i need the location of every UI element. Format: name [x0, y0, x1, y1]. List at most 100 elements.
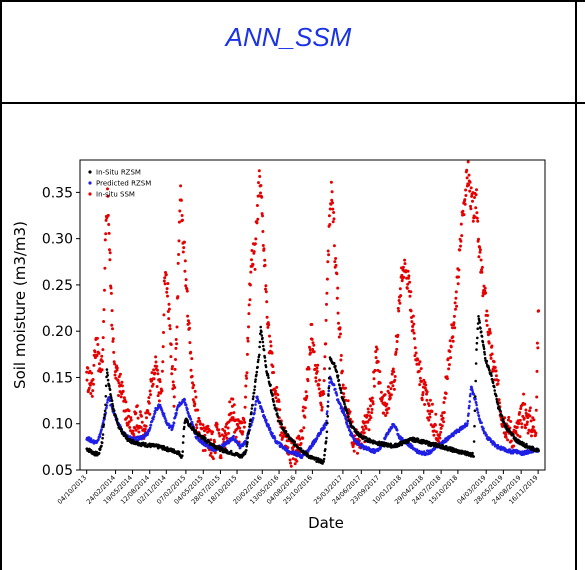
- data-point: [407, 274, 411, 278]
- data-point: [89, 437, 93, 440]
- data-point: [493, 366, 497, 369]
- data-point: [325, 419, 328, 423]
- data-point: [264, 359, 267, 363]
- data-point: [162, 313, 166, 317]
- data-point: [474, 395, 477, 398]
- data-point: [326, 400, 330, 404]
- data-point: [448, 339, 452, 343]
- data-point: [306, 379, 310, 383]
- data-point: [494, 369, 498, 373]
- data-point: [181, 250, 185, 254]
- data-point: [245, 449, 248, 452]
- data-point: [253, 385, 257, 388]
- data-point: [279, 433, 282, 437]
- data-point: [464, 188, 468, 192]
- data-point: [160, 407, 163, 410]
- data-point: [334, 387, 337, 391]
- data-point: [175, 411, 178, 415]
- data-point: [104, 403, 107, 407]
- data-point: [245, 371, 249, 375]
- data-point: [423, 403, 427, 406]
- data-point: [104, 232, 108, 236]
- data-point: [245, 376, 249, 380]
- data-point: [267, 424, 271, 427]
- data-point: [518, 411, 522, 414]
- data-point: [324, 448, 327, 451]
- data-point: [524, 408, 528, 412]
- data-point: [100, 441, 104, 445]
- data-point: [323, 426, 326, 430]
- data-point: [329, 357, 333, 361]
- data-point: [152, 415, 156, 418]
- data-point: [191, 386, 195, 390]
- data-point: [280, 423, 284, 426]
- data-point: [275, 412, 279, 415]
- data-point: [312, 343, 316, 347]
- data-point: [518, 418, 522, 422]
- data-point: [394, 350, 398, 354]
- data-point: [251, 416, 255, 420]
- data-point: [407, 276, 410, 280]
- data-point: [102, 425, 105, 429]
- data-point: [389, 393, 393, 397]
- data-point: [512, 444, 516, 448]
- data-point: [468, 394, 472, 398]
- data-point: [183, 240, 186, 244]
- data-point: [332, 244, 336, 248]
- data-point: [256, 217, 260, 221]
- data-point: [478, 321, 482, 324]
- data-point: [135, 404, 139, 408]
- data-point: [326, 415, 330, 418]
- data-point: [335, 272, 339, 276]
- data-point: [325, 430, 329, 434]
- data-point: [499, 409, 502, 413]
- data-point: [378, 370, 382, 374]
- data-point: [264, 365, 268, 369]
- data-point: [438, 433, 442, 437]
- data-point: [323, 367, 326, 371]
- data-point: [485, 309, 489, 313]
- data-point: [375, 347, 379, 351]
- data-point: [268, 428, 272, 431]
- data-point: [263, 258, 267, 262]
- data-point: [325, 277, 329, 281]
- data-point: [400, 273, 404, 277]
- data-point: [109, 286, 113, 290]
- data-point: [261, 214, 264, 218]
- data-point: [257, 169, 261, 173]
- data-point: [335, 370, 339, 374]
- data-point: [472, 455, 476, 458]
- data-point: [400, 279, 404, 283]
- data-point: [262, 247, 266, 251]
- data-point: [269, 340, 273, 344]
- data-point: [259, 332, 262, 336]
- data-point: [366, 420, 370, 424]
- data-point: [282, 434, 286, 438]
- data-point: [331, 201, 334, 205]
- data-point: [118, 390, 122, 394]
- data-point: [386, 442, 390, 446]
- data-point: [390, 372, 394, 376]
- data-point: [452, 321, 456, 325]
- data-point: [187, 321, 191, 325]
- data-point: [174, 338, 178, 341]
- data-point: [146, 432, 150, 435]
- data-point: [343, 402, 346, 406]
- data-point: [265, 300, 269, 304]
- data-point: [262, 348, 266, 352]
- data-point: [369, 404, 372, 408]
- data-point: [534, 408, 538, 412]
- data-point: [367, 418, 371, 422]
- data-point: [250, 258, 253, 262]
- data-point: [446, 357, 450, 361]
- data-point: [119, 395, 123, 399]
- data-point: [294, 450, 297, 454]
- data-point: [105, 368, 109, 371]
- data-point: [298, 437, 302, 441]
- data-point: [113, 362, 117, 366]
- data-point: [178, 209, 182, 213]
- data-point: [229, 449, 233, 453]
- data-point: [363, 424, 367, 428]
- data-point: [475, 403, 478, 407]
- data-point: [189, 350, 193, 354]
